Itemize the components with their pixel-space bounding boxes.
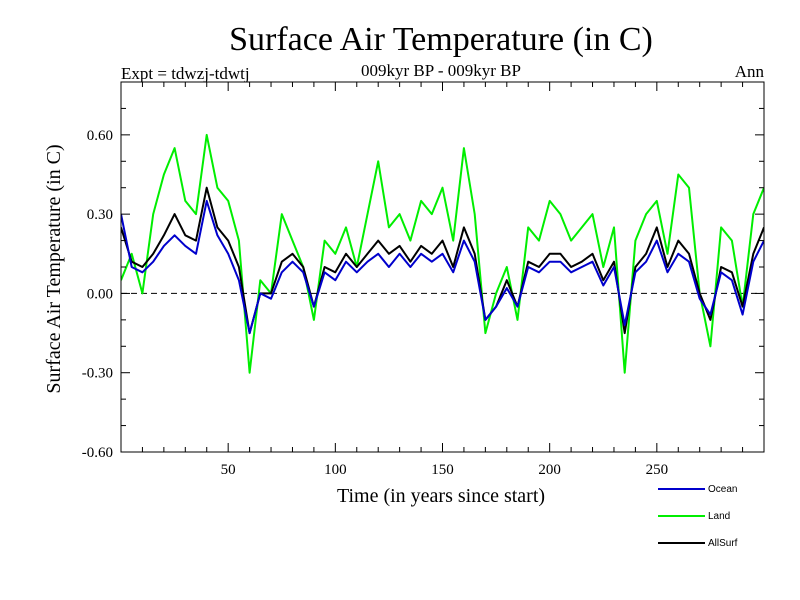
experiment-label: Expt = tdwzj-tdwtj xyxy=(121,64,250,83)
y-axis-label: Surface Air Temperature (in C) xyxy=(43,144,65,393)
x-tick-label: 50 xyxy=(221,462,236,478)
plot-area: 50 100 150 200 250 -0.60 -0.30 0.00 0.30 0.60 xyxy=(82,81,765,478)
y-tick-label: 0.30 xyxy=(87,207,113,223)
x-tick-label: 250 xyxy=(646,462,669,478)
x-tick-label: 200 xyxy=(538,462,561,478)
x-axis-label: Time (in years since start) xyxy=(337,485,545,507)
legend: Ocean Land AllSurf xyxy=(658,484,738,549)
series-line-ocean xyxy=(121,199,764,335)
plot-frame xyxy=(120,81,765,453)
series-line-allsurf xyxy=(121,186,764,335)
y-tick-label: -0.30 xyxy=(82,366,113,382)
series-line-land xyxy=(121,133,764,374)
y-tick-label: 0.00 xyxy=(87,286,113,302)
x-tick-label: 150 xyxy=(431,462,454,478)
chart-subtitle: 009kyr BP - 009kyr BP xyxy=(361,61,521,80)
series-group xyxy=(121,133,764,374)
legend-label-ocean: Ocean xyxy=(708,484,737,495)
axis-ticks: 50 100 150 200 250 -0.60 -0.30 0.00 0.30 0.60 xyxy=(82,82,764,478)
season-label: Ann xyxy=(735,62,765,81)
chart-title: Surface Air Temperature (in C) xyxy=(229,21,653,58)
y-tick-label: 0.60 xyxy=(87,128,113,144)
x-tick-label: 100 xyxy=(324,462,347,478)
y-tick-label: -0.60 xyxy=(82,445,113,461)
legend-label-land: Land xyxy=(708,511,730,522)
legend-label-allsurf: AllSurf xyxy=(708,538,738,549)
